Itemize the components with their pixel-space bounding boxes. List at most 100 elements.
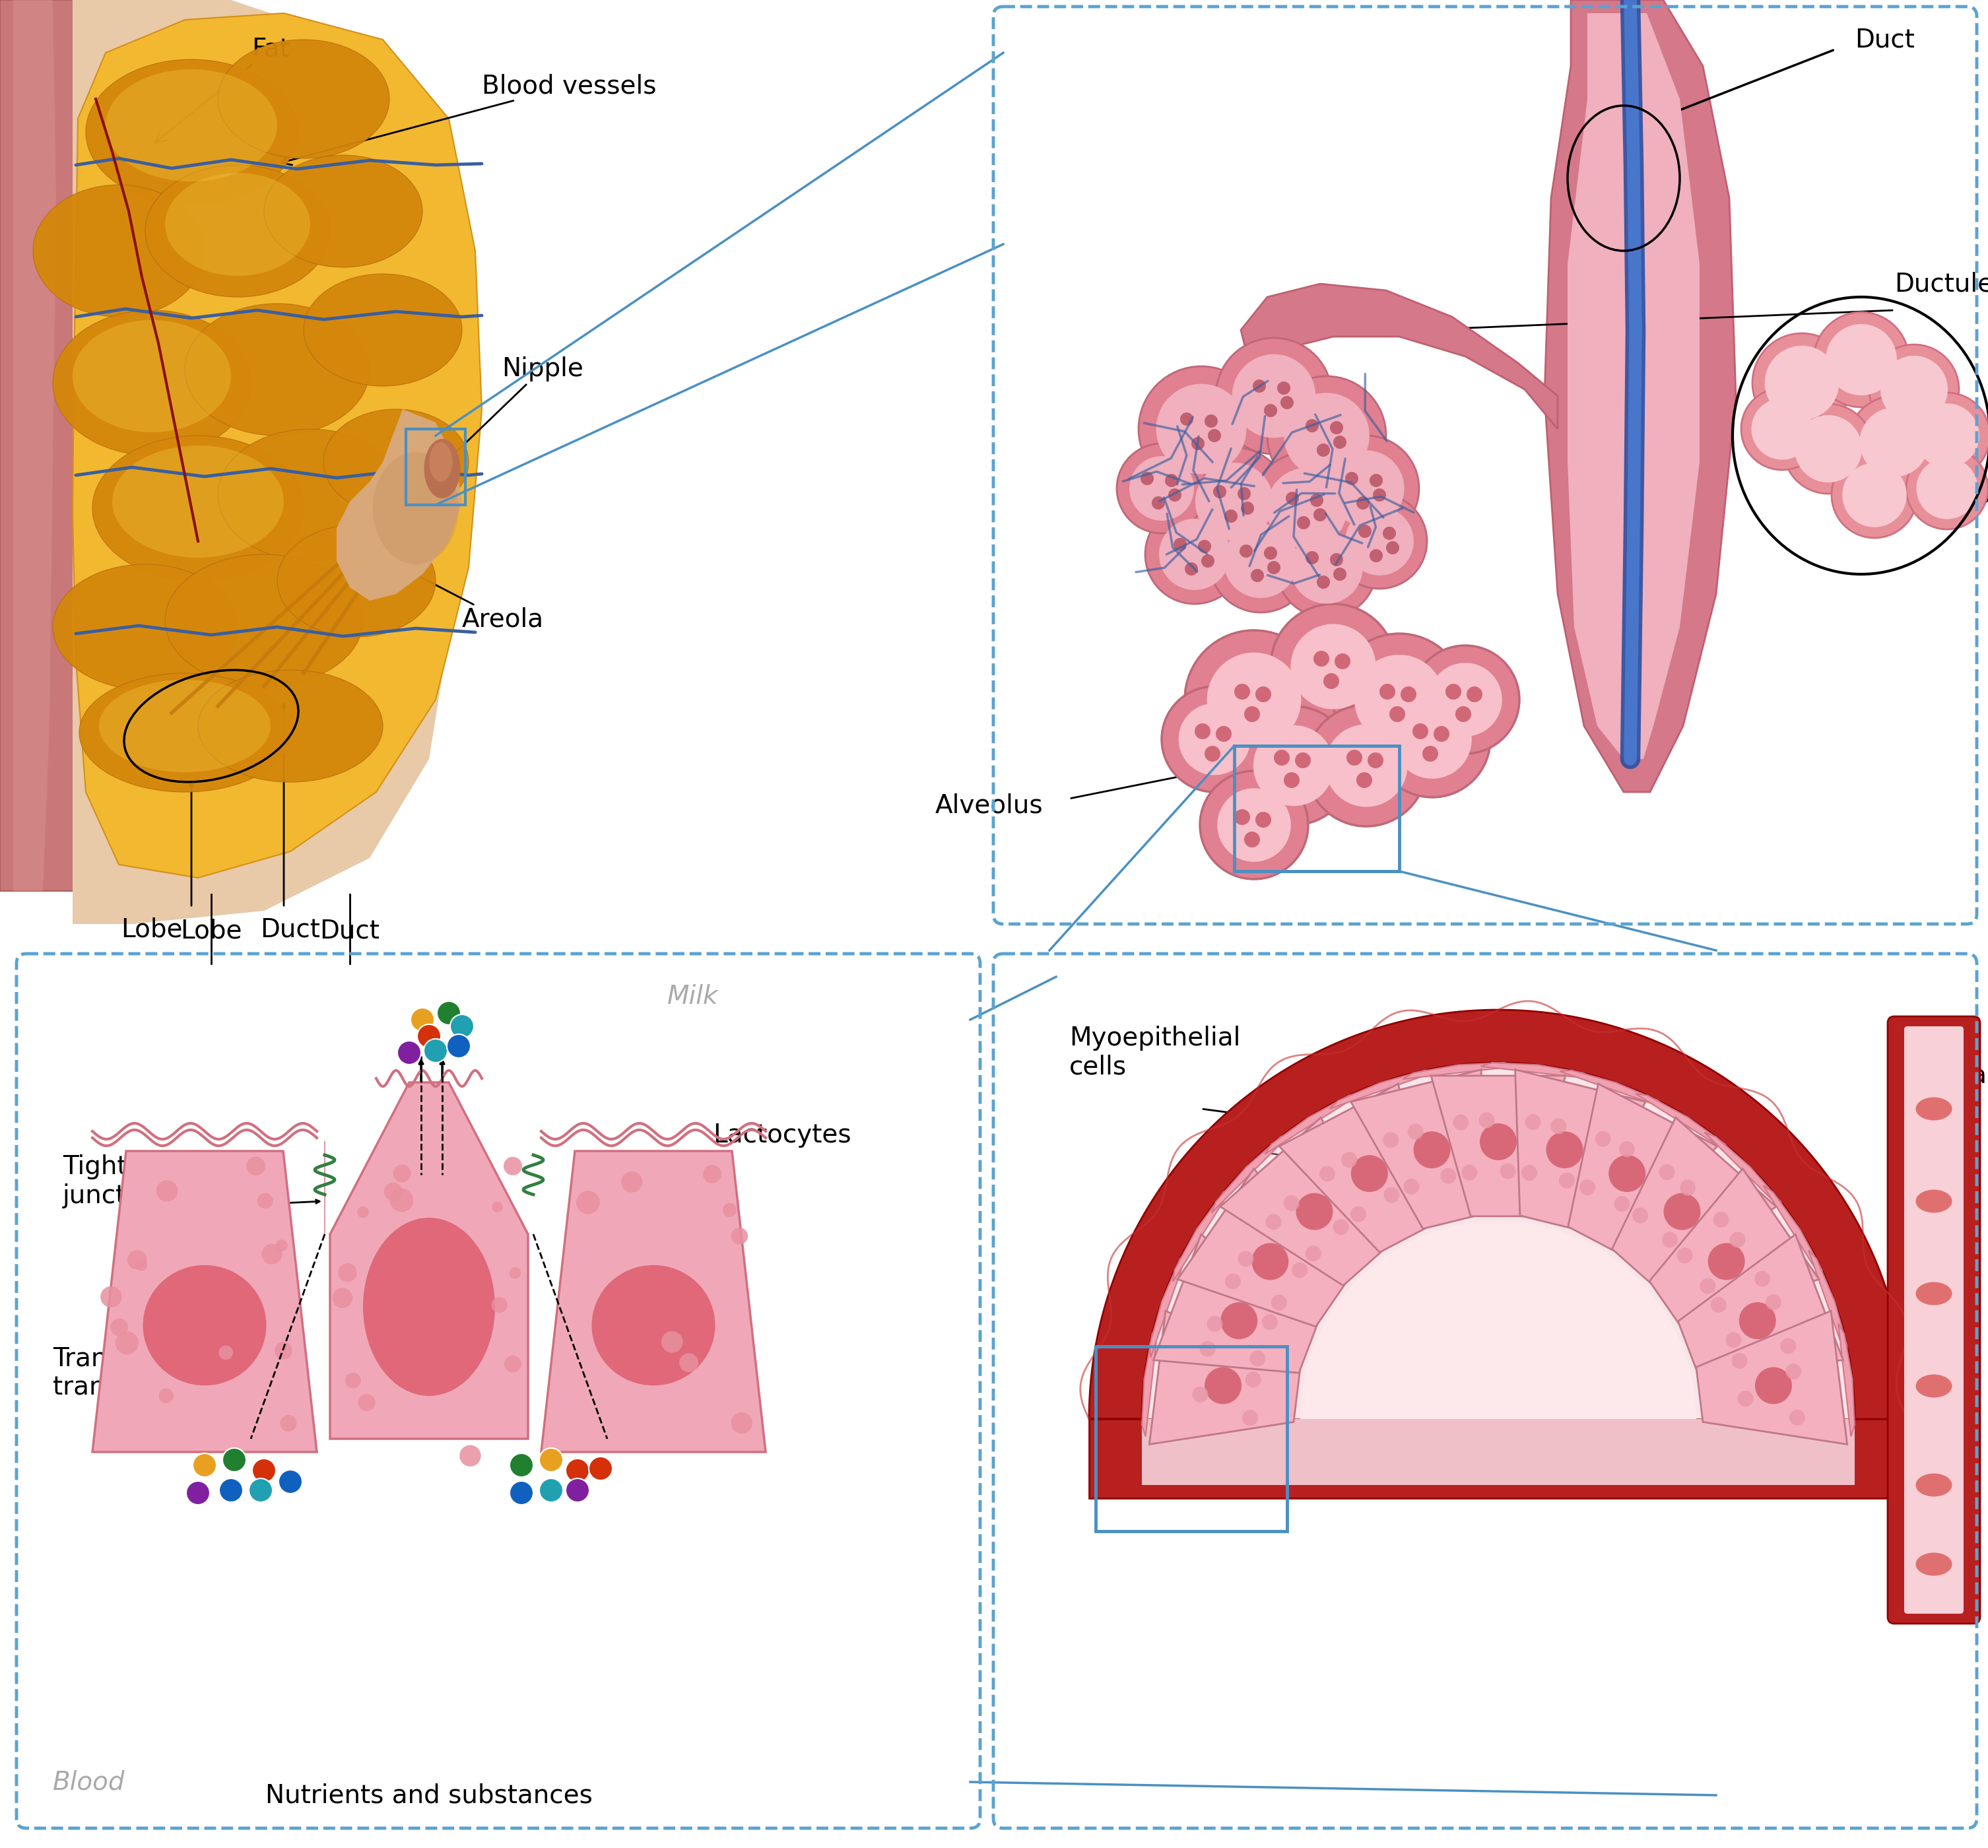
Text: Nutrients and substances: Nutrients and substances xyxy=(264,1783,592,1807)
Circle shape xyxy=(1205,747,1221,761)
Ellipse shape xyxy=(1916,1190,1952,1212)
Text: Duct: Duct xyxy=(320,918,380,942)
Circle shape xyxy=(1421,747,1437,761)
Text: Lobe: Lobe xyxy=(121,917,183,942)
Circle shape xyxy=(1179,704,1250,774)
Polygon shape xyxy=(1569,1083,1718,1253)
Polygon shape xyxy=(1149,1251,1189,1358)
Circle shape xyxy=(1714,1212,1730,1227)
Circle shape xyxy=(417,1024,441,1048)
Circle shape xyxy=(1201,554,1215,567)
Circle shape xyxy=(1290,532,1362,604)
Text: Alveolus: Alveolus xyxy=(934,793,1044,817)
Circle shape xyxy=(278,1469,302,1493)
Polygon shape xyxy=(1515,1070,1646,1229)
Circle shape xyxy=(1264,405,1276,418)
Ellipse shape xyxy=(264,155,421,268)
Circle shape xyxy=(1209,510,1312,612)
Circle shape xyxy=(1881,355,1948,423)
Circle shape xyxy=(1831,453,1916,538)
Circle shape xyxy=(1789,1410,1805,1425)
Circle shape xyxy=(1292,1262,1308,1279)
Text: Duct: Duct xyxy=(260,917,320,942)
Polygon shape xyxy=(336,408,461,601)
Circle shape xyxy=(338,1264,358,1283)
Circle shape xyxy=(1141,471,1153,484)
Circle shape xyxy=(1374,682,1491,796)
Circle shape xyxy=(1239,1251,1254,1266)
Text: Lactocytes: Lactocytes xyxy=(714,1122,851,1148)
Circle shape xyxy=(157,1181,177,1201)
Circle shape xyxy=(1350,1207,1366,1222)
Circle shape xyxy=(1213,484,1227,499)
Text: Milk: Milk xyxy=(668,983,718,1009)
Circle shape xyxy=(1264,547,1276,560)
Circle shape xyxy=(193,1453,217,1477)
Polygon shape xyxy=(1839,1323,1855,1436)
Ellipse shape xyxy=(1916,1473,1952,1497)
Circle shape xyxy=(1795,416,1863,482)
Circle shape xyxy=(1235,809,1250,824)
Polygon shape xyxy=(1300,1222,1696,1419)
Circle shape xyxy=(1455,706,1471,723)
Circle shape xyxy=(1250,1351,1266,1366)
Circle shape xyxy=(1235,684,1250,700)
Circle shape xyxy=(1368,752,1384,769)
Circle shape xyxy=(1294,752,1310,769)
Text: Duct: Duct xyxy=(1855,28,1914,52)
Circle shape xyxy=(1859,408,1928,477)
Circle shape xyxy=(1241,545,1252,558)
Circle shape xyxy=(1217,726,1233,741)
Ellipse shape xyxy=(364,1218,495,1395)
Circle shape xyxy=(1411,723,1427,739)
Circle shape xyxy=(1741,388,1823,469)
Polygon shape xyxy=(1612,1118,1775,1286)
Circle shape xyxy=(412,1007,433,1031)
Circle shape xyxy=(1499,1162,1515,1179)
Circle shape xyxy=(1185,630,1324,769)
Polygon shape xyxy=(91,1151,316,1453)
Polygon shape xyxy=(1278,1083,1429,1253)
Text: Paracellular
transport: Paracellular transport xyxy=(594,1345,744,1401)
Circle shape xyxy=(459,1445,481,1467)
Circle shape xyxy=(262,1244,282,1264)
Polygon shape xyxy=(1149,1310,1300,1445)
Ellipse shape xyxy=(105,68,276,181)
Ellipse shape xyxy=(1916,1098,1952,1120)
Bar xyxy=(406,429,465,505)
Text: Nipple: Nipple xyxy=(441,357,582,466)
FancyBboxPatch shape xyxy=(1889,1016,1980,1624)
Text: Transcellular
transport: Transcellular transport xyxy=(54,1345,215,1401)
Polygon shape xyxy=(1809,1251,1847,1358)
Circle shape xyxy=(1732,1353,1747,1369)
Circle shape xyxy=(1284,772,1300,787)
Circle shape xyxy=(187,1480,211,1504)
Ellipse shape xyxy=(199,671,384,782)
Polygon shape xyxy=(1352,1070,1481,1229)
Polygon shape xyxy=(0,0,85,891)
Circle shape xyxy=(1217,789,1290,861)
Circle shape xyxy=(1906,447,1988,529)
Circle shape xyxy=(509,1453,533,1477)
Circle shape xyxy=(1618,1142,1634,1157)
Polygon shape xyxy=(1089,1009,1906,1419)
Circle shape xyxy=(1195,723,1211,739)
Circle shape xyxy=(219,1478,243,1502)
Circle shape xyxy=(1334,1220,1350,1234)
Text: Blood vessels: Blood vessels xyxy=(280,74,656,164)
Circle shape xyxy=(1306,551,1318,564)
Circle shape xyxy=(1310,493,1324,506)
Circle shape xyxy=(1161,686,1266,793)
Circle shape xyxy=(1411,645,1519,754)
Circle shape xyxy=(577,1190,600,1214)
Circle shape xyxy=(1193,1386,1209,1403)
Circle shape xyxy=(1250,569,1264,582)
Ellipse shape xyxy=(219,429,404,562)
Circle shape xyxy=(1205,414,1219,427)
Circle shape xyxy=(358,1393,376,1412)
Circle shape xyxy=(109,1318,127,1336)
Circle shape xyxy=(1608,1155,1646,1192)
Circle shape xyxy=(1751,333,1851,432)
Ellipse shape xyxy=(423,440,461,499)
Circle shape xyxy=(1262,1314,1278,1331)
